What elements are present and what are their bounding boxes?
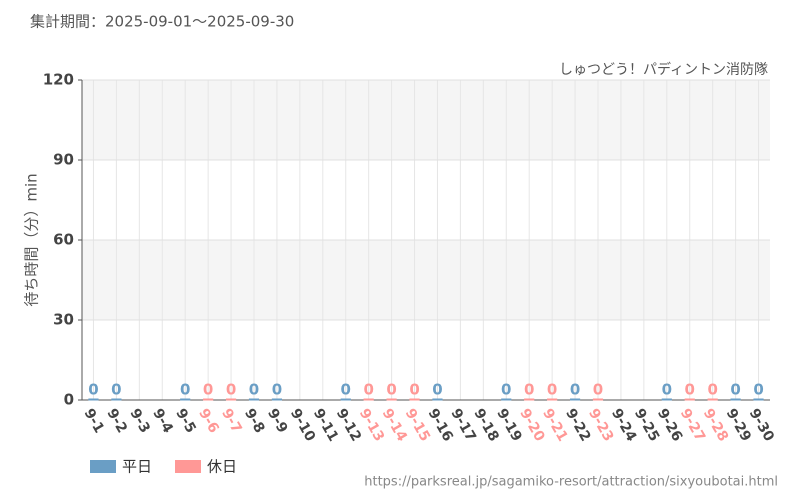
value-label: 0 xyxy=(730,381,740,399)
x-tick-label: 9-9 xyxy=(264,406,291,436)
x-tick-label: 9-5 xyxy=(172,406,199,436)
y-tick-label: 60 xyxy=(53,231,74,249)
value-label: 0 xyxy=(685,381,695,399)
value-label: 0 xyxy=(593,381,603,399)
grid-band xyxy=(82,80,770,160)
value-label: 0 xyxy=(363,381,373,399)
bar xyxy=(432,398,443,401)
bar xyxy=(569,398,581,401)
bar xyxy=(684,398,695,401)
bar xyxy=(88,398,99,401)
legend-label: 平日 xyxy=(122,458,152,476)
value-label: 0 xyxy=(570,381,580,399)
y-tick-label: 90 xyxy=(53,151,74,169)
bar xyxy=(524,398,535,401)
bar xyxy=(271,398,283,401)
bar xyxy=(753,398,764,401)
bar xyxy=(203,398,214,401)
value-label: 0 xyxy=(249,381,259,399)
value-label: 0 xyxy=(180,381,190,399)
value-label: 0 xyxy=(88,381,98,399)
y-tick-label: 30 xyxy=(53,311,74,329)
bar xyxy=(111,398,122,401)
x-tick-label: 9-7 xyxy=(218,406,245,436)
y-tick-label: 0 xyxy=(64,391,74,409)
bar xyxy=(547,398,558,401)
x-tick-label: 9-30 xyxy=(746,406,778,445)
value-label: 0 xyxy=(111,381,121,399)
chart-title: 集計期間：2025-09-01～2025-09-30 xyxy=(30,13,294,31)
bar xyxy=(730,398,741,401)
legend-swatch xyxy=(175,460,201,473)
grid-band xyxy=(82,240,770,320)
y-tick-label: 120 xyxy=(43,71,74,89)
value-label: 0 xyxy=(707,381,717,399)
y-axis-label: 待ち時間（分）min xyxy=(23,173,41,306)
value-label: 0 xyxy=(272,381,282,399)
value-label: 0 xyxy=(409,381,419,399)
x-tick-label: 9-4 xyxy=(149,406,176,436)
value-label: 0 xyxy=(226,381,236,399)
value-label: 0 xyxy=(341,381,351,399)
x-tick-label: 9-2 xyxy=(103,406,130,436)
bar xyxy=(707,398,718,401)
bar xyxy=(180,398,191,401)
bar xyxy=(501,398,512,401)
value-label: 0 xyxy=(501,381,511,399)
value-label: 0 xyxy=(753,381,763,399)
chart-subtitle: しゅつどう！パディントン消防隊 xyxy=(559,61,768,78)
bar xyxy=(248,398,260,401)
x-tick-label: 9-6 xyxy=(195,406,222,436)
value-label: 0 xyxy=(432,381,442,399)
x-tick-label: 9-8 xyxy=(241,406,268,436)
bar xyxy=(592,398,604,401)
value-label: 0 xyxy=(662,381,672,399)
x-tick-label: 9-1 xyxy=(81,406,108,436)
value-label: 0 xyxy=(524,381,534,399)
legend-swatch xyxy=(90,460,116,473)
x-tick-label: 9-3 xyxy=(126,406,153,436)
bar xyxy=(661,398,672,401)
bar xyxy=(386,398,397,401)
bar xyxy=(409,398,420,401)
value-label: 0 xyxy=(203,381,213,399)
legend-label: 休日 xyxy=(207,458,237,476)
bar xyxy=(225,398,237,401)
source-url: https://parksreal.jp/sagamiko-resort/att… xyxy=(364,475,778,490)
bar xyxy=(363,398,374,401)
value-label: 0 xyxy=(547,381,557,399)
value-label: 0 xyxy=(386,381,396,399)
bar xyxy=(340,398,351,401)
